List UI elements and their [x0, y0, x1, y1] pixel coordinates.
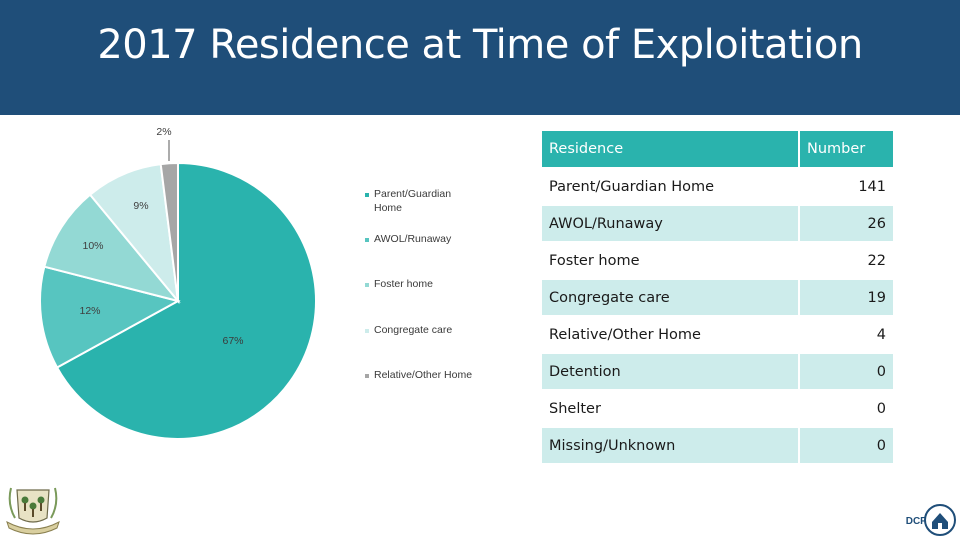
legend-label: Relative/Other Home [374, 369, 472, 381]
cell-residence: Detention [542, 352, 799, 390]
dcf-logo: DCF [902, 502, 958, 538]
cell-residence: Parent/Guardian Home [542, 167, 799, 205]
pie-slice-awol-runaway [39, 265, 181, 369]
pie-slice-relative-other-home [159, 161, 179, 302]
cell-number: 4 [798, 315, 893, 353]
legend-swatch [365, 283, 369, 287]
legend-swatch [365, 329, 369, 333]
residence-table: Residence Number Parent/Guardian Home 141… [542, 131, 893, 463]
cell-number: 0 [798, 389, 893, 427]
cell-residence: Foster home [542, 241, 799, 279]
header-number: Number [798, 131, 893, 168]
table-row: Shelter 0 [542, 389, 893, 427]
legend-swatch [365, 193, 369, 197]
table-row: Detention 0 [542, 352, 893, 390]
legend-swatch [365, 374, 369, 378]
pie-data-label: 12% [79, 305, 100, 317]
table-row: Missing/Unknown 0 [542, 426, 893, 463]
cell-residence: AWOL/Runaway [542, 204, 799, 242]
table-row: Relative/Other Home 4 [542, 315, 893, 353]
pie-data-label: 9% [133, 200, 148, 212]
legend-label: AWOL/Runaway [374, 233, 452, 245]
pie-data-label: 67% [222, 335, 243, 347]
cell-residence: Relative/Other Home [542, 315, 799, 353]
pie-data-label: 10% [82, 240, 103, 252]
legend-swatch [365, 238, 369, 242]
cell-number: 26 [798, 204, 893, 242]
legend-label: Congregate care [374, 324, 452, 336]
cell-residence: Missing/Unknown [542, 426, 799, 463]
pie-slice-foster-home [43, 193, 181, 303]
state-seal-icon [6, 487, 60, 535]
cell-number: 0 [798, 426, 893, 463]
cell-residence: Congregate care [542, 278, 799, 316]
pie-slice-parent-guardian-home [55, 161, 317, 440]
pie-chart: 67% 12% 10% 9% 2% Parent/Guardian Home AWOL/Ru… [39, 126, 472, 440]
table-row: AWOL/Runaway 26 [542, 204, 893, 242]
header-residence: Residence [542, 131, 799, 168]
table-row: Parent/Guardian Home 141 [542, 167, 893, 205]
legend-label: Foster home [374, 278, 433, 290]
table-header-row: Residence Number [542, 131, 893, 168]
table-row: Congregate care 19 [542, 278, 893, 316]
legend-label: Parent/Guardian Home [374, 188, 451, 214]
page-title: 2017 Residence at Time of Exploitation [97, 22, 863, 68]
pie-data-label: 2% [156, 126, 171, 138]
dcf-text: DCF [906, 516, 927, 527]
table-row: Foster home 22 [542, 241, 893, 279]
cell-number: 19 [798, 278, 893, 316]
cell-number: 0 [798, 352, 893, 390]
cell-residence: Shelter [542, 389, 799, 427]
cell-number: 22 [798, 241, 893, 279]
cell-number: 141 [798, 167, 893, 205]
dcf-logo-icon: DCF [906, 504, 956, 536]
title-banner: 2017 Residence at Time of Exploitation [0, 0, 960, 115]
